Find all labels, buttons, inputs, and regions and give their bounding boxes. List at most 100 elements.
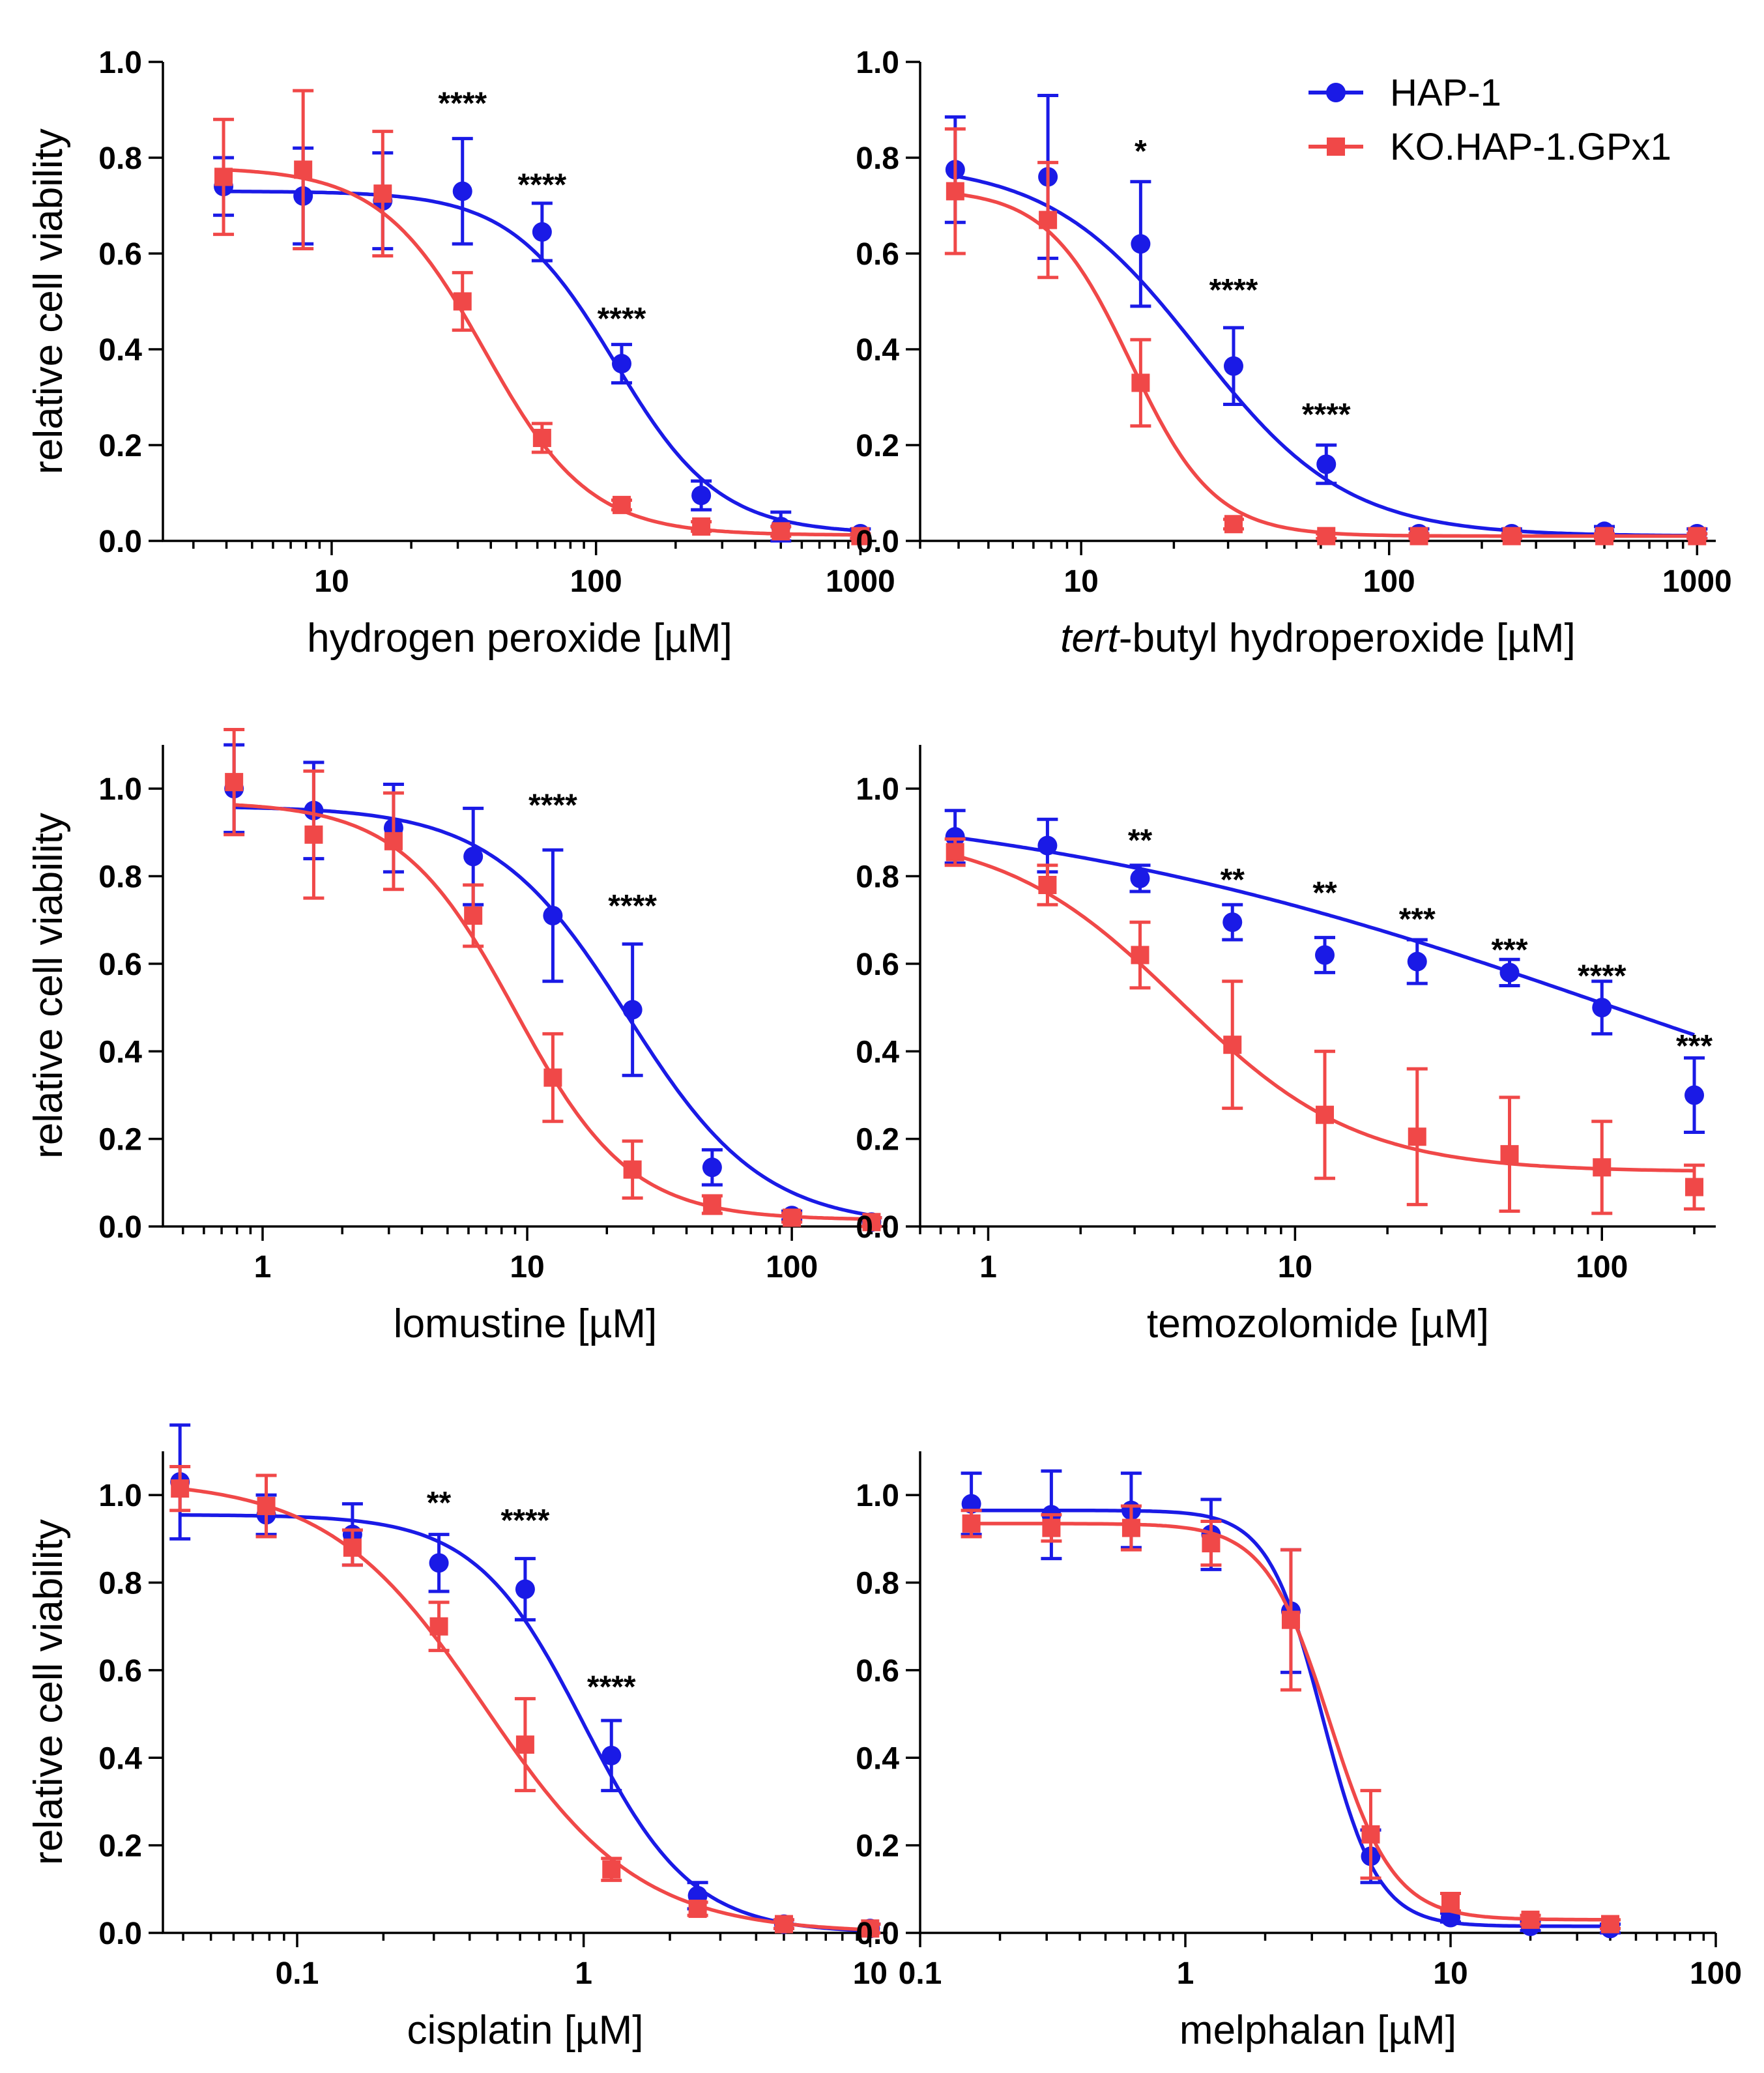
x-axis-title-part: temozolomide [µM] xyxy=(1147,1301,1489,1346)
x-tick-label: 100 xyxy=(570,564,622,599)
data-point-ko xyxy=(1410,527,1428,545)
y-tick-label: 0.6 xyxy=(98,948,142,982)
y-tick-label: 0.2 xyxy=(98,1123,142,1157)
y-tick-label: 0.0 xyxy=(856,1917,899,1951)
data-point-ko xyxy=(294,160,313,179)
data-point-hap1 xyxy=(961,1494,981,1514)
data-point-ko xyxy=(1595,527,1614,545)
data-point-hap1 xyxy=(1316,454,1337,474)
x-axis-title-part: melphalan [µM] xyxy=(1179,2008,1456,2053)
y-tick-label: 0.0 xyxy=(856,525,899,559)
x-axis-title-part: hydrogen peroxide [µM] xyxy=(307,616,732,661)
data-point-hap1 xyxy=(463,847,484,867)
data-point-ko xyxy=(688,1900,707,1919)
significance-label: *** xyxy=(1399,902,1436,936)
data-point-ko xyxy=(702,1195,721,1214)
data-point-ko xyxy=(774,1915,793,1934)
chart-panel-5: 0.0 0.2 0.4 0.6 0.8 1.0 0.1 1 10 cisplatin [µM] re… xyxy=(26,1423,888,2053)
data-point-hap1 xyxy=(1222,912,1243,933)
x-tick-label: 10 xyxy=(1063,564,1098,599)
data-point-hap1 xyxy=(1130,868,1150,888)
data-point-ko xyxy=(962,1514,981,1533)
data-point-ko xyxy=(783,1208,802,1227)
data-point-ko xyxy=(1593,1158,1612,1177)
x-tick-label: 1000 xyxy=(1662,564,1732,599)
chart-panel-3: 0.0 0.2 0.4 0.6 0.8 1.0 1 10 100 lomustine [µM] re… xyxy=(26,727,888,1346)
data-point-hap1 xyxy=(611,354,631,374)
x-axis-title: hydrogen peroxide [µM] xyxy=(307,616,732,661)
data-point-hap1 xyxy=(601,1745,622,1765)
legend-marker-square xyxy=(1327,138,1345,156)
data-point-ko xyxy=(1317,527,1336,545)
data-point-ko xyxy=(862,1213,881,1232)
data-point-ko xyxy=(1042,1518,1061,1537)
x-tick-label: 10 xyxy=(314,564,349,599)
significance-label: **** xyxy=(1209,273,1258,308)
data-point-ko xyxy=(515,1735,534,1754)
legend-entry-ko-hap1-gpx1: KO.HAP-1.GPx1 xyxy=(1309,126,1671,168)
chart-panel-6: 0.0 0.2 0.4 0.6 0.8 1.0 0.1 1 10 100 melphalan [µM… xyxy=(856,1451,1742,2053)
x-tick-label: 10 xyxy=(510,1250,544,1284)
data-point-ko xyxy=(225,773,244,792)
data-point-ko xyxy=(453,292,472,311)
fit-curve xyxy=(955,835,1695,1037)
data-point-ko xyxy=(1502,527,1521,545)
data-point-hap1 xyxy=(1592,998,1612,1018)
significance-label: **** xyxy=(1302,398,1351,432)
chart-panel-1: 0.0 0.2 0.4 0.6 0.8 1.0 10 100 1000 hydrogen pero… xyxy=(26,46,895,661)
significance-label: **** xyxy=(587,1670,636,1704)
y-tick-label: 0.8 xyxy=(98,860,142,895)
data-point-ko xyxy=(1131,373,1150,392)
y-tick-label: 1.0 xyxy=(856,46,899,80)
data-point-hap1 xyxy=(1131,234,1151,254)
x-tick-label: 1 xyxy=(575,1956,592,1991)
chart-panel-4: 0.0 0.2 0.4 0.6 0.8 1.0 1 10 100 temozolomide [µM… xyxy=(856,745,1716,1346)
data-point-hap1 xyxy=(429,1553,449,1573)
data-point-ko xyxy=(851,527,870,545)
y-tick-label: 0.6 xyxy=(98,237,142,272)
data-point-ko xyxy=(214,167,233,186)
data-point-ko xyxy=(464,906,483,925)
data-point-ko xyxy=(602,1860,621,1879)
series-ko-hap1-gpx1 xyxy=(213,89,871,545)
data-point-ko xyxy=(1039,210,1058,229)
data-point-hap1 xyxy=(1684,1085,1705,1105)
data-point-hap1 xyxy=(945,827,965,847)
significance-label: **** xyxy=(517,167,566,202)
y-tick-label: 0.4 xyxy=(856,333,899,368)
legend: HAP-1 KO.HAP-1.GPx1 xyxy=(1309,72,1671,168)
x-tick-label: 10 xyxy=(1433,1956,1468,1991)
data-point-hap1 xyxy=(1407,951,1427,972)
data-point-ko xyxy=(612,495,631,514)
y-tick-label: 0.8 xyxy=(856,1567,899,1601)
significance-label: **** xyxy=(598,302,646,336)
data-point-ko xyxy=(1121,1518,1140,1537)
y-axis-title: relative cell viability xyxy=(26,813,71,1159)
x-tick-label: 100 xyxy=(766,1250,818,1284)
x-tick-label: 1000 xyxy=(826,564,895,599)
data-point-ko xyxy=(1685,1178,1704,1196)
data-point-ko xyxy=(772,522,790,541)
significance-label: **** xyxy=(1578,959,1627,994)
data-point-ko xyxy=(623,1160,642,1179)
data-point-ko xyxy=(1441,1892,1460,1911)
chart-panel-2: 0.0 0.2 0.4 0.6 0.8 1.0 10 100 1000 tert-butyl hy… xyxy=(856,46,1731,661)
y-tick-label: 0.2 xyxy=(98,429,142,463)
data-point-ko xyxy=(1224,515,1243,534)
x-axis-title: tert-butyl hydroperoxide [µM] xyxy=(1060,616,1575,661)
y-tick-label: 0.4 xyxy=(98,333,142,368)
y-tick-label: 0.0 xyxy=(98,525,142,559)
y-tick-label: 0.2 xyxy=(856,429,899,463)
y-tick-label: 1.0 xyxy=(856,772,899,807)
y-tick-label: 0.6 xyxy=(856,1654,899,1689)
data-point-ko xyxy=(373,184,392,203)
data-point-ko xyxy=(1408,1127,1426,1146)
series-ko-hap1-gpx1 xyxy=(944,127,1708,545)
significance-label: **** xyxy=(528,789,577,823)
data-point-hap1 xyxy=(702,1157,722,1178)
x-axis-title-part: -butyl hydroperoxide [µM] xyxy=(1119,616,1576,661)
series-ko-hap1-gpx1 xyxy=(961,1504,1621,1934)
data-point-ko xyxy=(429,1617,448,1636)
data-point-ko xyxy=(1281,1610,1300,1629)
x-tick-label: 0.1 xyxy=(899,1956,942,1991)
